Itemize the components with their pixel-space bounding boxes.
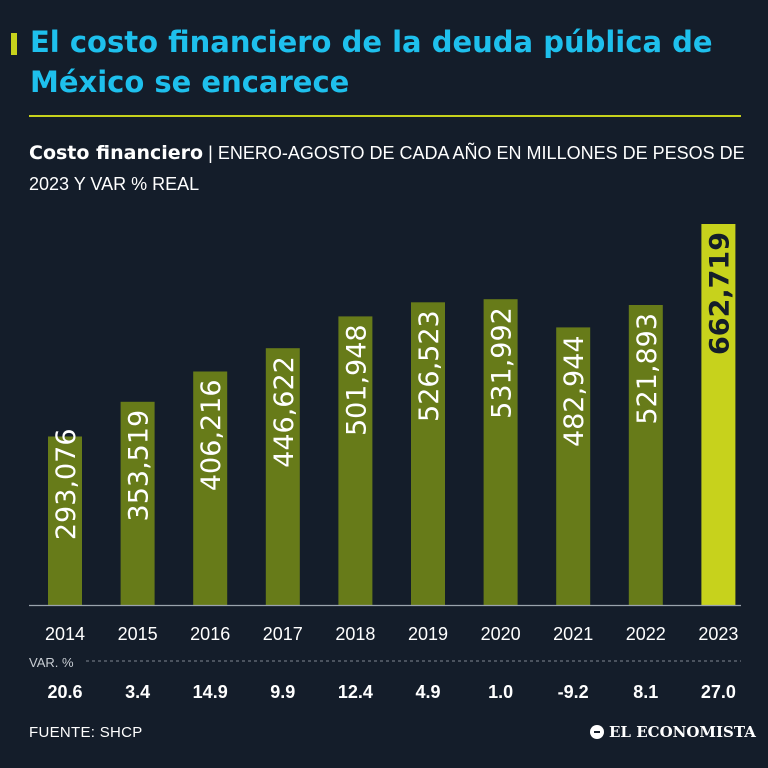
var-pct-2023: 27.0 — [701, 682, 736, 702]
var-pct-label: VAR. % — [29, 655, 74, 670]
subtitle-description: ENERO-AGOSTO DE CADA AÑO EN MILLONES DE … — [29, 143, 745, 194]
data-label-2019: 526,523 — [414, 310, 445, 422]
chart-subtitle: Costo financiero | ENERO-AGOSTO DE CADA … — [29, 138, 749, 200]
x-tick-2022: 2022 — [626, 624, 666, 644]
data-label-2023: 662,719 — [704, 232, 735, 355]
x-tick-2021: 2021 — [553, 624, 593, 644]
bar-2020 — [483, 299, 518, 605]
bar-2022 — [628, 305, 663, 605]
x-tick-2017: 2017 — [263, 624, 303, 644]
bar-2018 — [338, 316, 373, 605]
bar-2023 — [701, 224, 736, 605]
var-pct-2016: 14.9 — [193, 682, 228, 702]
data-label-2021: 482,944 — [559, 335, 590, 447]
var-pct-2017: 9.9 — [270, 682, 295, 702]
var-pct-2014: 20.6 — [47, 682, 82, 702]
x-tick-2020: 2020 — [481, 624, 521, 644]
data-label-2020: 531,992 — [487, 307, 518, 419]
x-tick-2018: 2018 — [335, 624, 375, 644]
bar-2021 — [556, 327, 591, 605]
var-pct-2018: 12.4 — [338, 682, 373, 702]
bar-2015 — [120, 401, 155, 605]
data-label-2016: 406,216 — [196, 380, 227, 492]
bar-2014 — [48, 436, 82, 605]
var-pct-2015: 3.4 — [125, 682, 150, 702]
subtitle-strong: Costo financiero — [29, 142, 204, 164]
bar-2017 — [265, 348, 300, 605]
data-label-2018: 501,948 — [341, 324, 372, 436]
bar-2016 — [193, 371, 228, 605]
x-tick-2015: 2015 — [118, 624, 158, 644]
data-label-2017: 446,622 — [269, 356, 300, 468]
brand-logo-icon — [590, 725, 604, 739]
var-pct-2022: 8.1 — [633, 682, 658, 702]
data-label-2014: 293,076 — [51, 429, 82, 541]
x-tick-2023: 2023 — [698, 624, 738, 644]
var-pct-2019: 4.9 — [415, 682, 440, 702]
x-tick-2016: 2016 — [190, 624, 230, 644]
x-tick-2019: 2019 — [408, 624, 448, 644]
data-label-2022: 521,893 — [632, 313, 663, 425]
brand-logo: EL ECONOMISTA — [590, 723, 756, 741]
title-accent-bar — [11, 33, 17, 55]
data-label-2015: 353,519 — [124, 410, 155, 522]
bar-2019 — [411, 302, 445, 605]
title-divider — [29, 115, 741, 117]
var-pct-2020: 1.0 — [488, 682, 513, 702]
x-tick-2014: 2014 — [45, 624, 85, 644]
var-pct-2021: -9.2 — [558, 682, 589, 702]
brand-name: EL ECONOMISTA — [609, 723, 756, 741]
subtitle-separator: | — [208, 143, 213, 163]
source-note: FUENTE: SHCP — [29, 724, 143, 741]
page-title: El costo financiero de la deuda pública … — [30, 25, 713, 99]
